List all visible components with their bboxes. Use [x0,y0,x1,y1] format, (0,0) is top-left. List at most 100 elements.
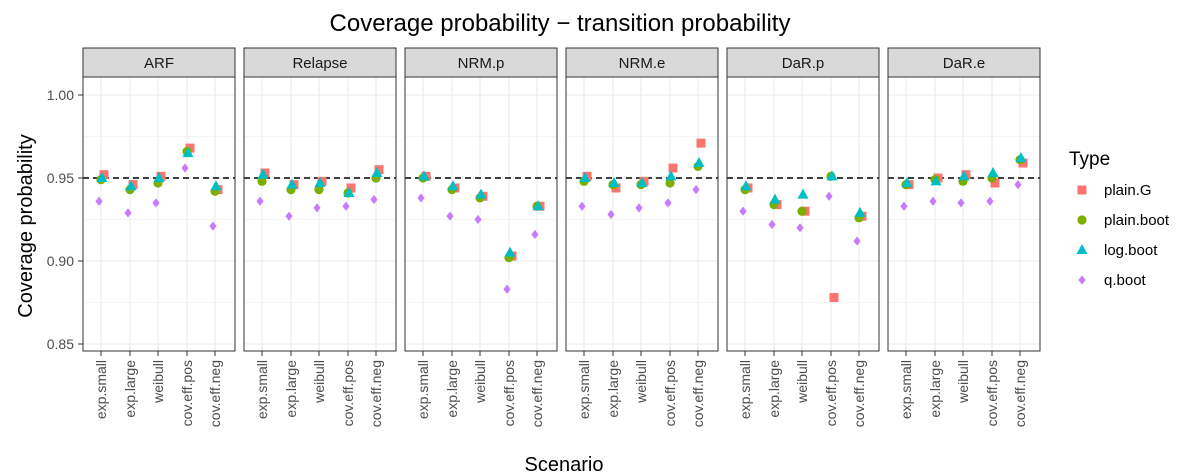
legend-item-plain-boot: plain.boot [1077,212,1170,229]
x-tick-label: weibull [794,360,810,404]
facet-strip-label: DaR.e [943,55,986,72]
facet-strip-label: NRM.p [458,55,505,72]
point-log-boot [958,170,970,181]
panel-background [888,77,1040,351]
panel-relapse: Relapse exp.small exp.large weibull cov.eff.… [243,47,397,427]
y-axis: 0.85 0.90 0.95 1.00 [47,87,83,352]
x-tick-label: cov.eff.neg [207,360,223,427]
x-tick-label: cov.eff.neg [1012,360,1028,427]
panel-border [565,76,719,352]
point-plain-G [346,183,356,193]
panel-background [566,77,718,351]
panel-background [244,77,396,351]
x-tick-label: exp.large [927,360,943,418]
panel-dar-p: DaR.p exp.small exp.large weibull cov.eff.po… [726,47,880,427]
point-q-boot [474,214,482,225]
facet-strip [726,47,880,78]
x-tick-label: exp.small [898,360,914,419]
y-tick-label: 0.90 [47,253,74,269]
facet-strip-label: NRM.e [619,55,666,72]
y-tick-label: 0.95 [47,170,74,186]
chart-title: Coverage probability − transition probab… [330,10,791,37]
point-q-boot [181,163,189,173]
legend-label: plain.boot [1104,212,1170,229]
point-plain-G [99,170,109,180]
x-tick-label: cov.eff.neg [368,360,384,427]
y-tick-label: 0.85 [47,336,74,352]
x-tick-label: exp.small [415,360,431,419]
x-tick-label: cov.eff.pos [984,360,1000,426]
point-log-boot [826,170,838,181]
point-q-boot [503,284,511,294]
point-q-boot [446,211,454,221]
facet-strip-label: DaR.p [782,55,825,72]
x-tick-label: exp.small [254,360,270,419]
point-plain-boot [257,176,267,186]
point-log-boot [740,180,752,191]
point-log-boot [797,188,809,199]
y-axis-title: Coverage probability [15,134,37,317]
point-log-boot [504,246,516,257]
x-tick-label: exp.small [737,360,753,419]
panel-background [405,77,557,351]
facet-strip [243,47,397,78]
facet-strip [887,47,1041,78]
point-q-boot [285,211,293,221]
point-log-boot [901,176,913,187]
x-tick-label: exp.large [605,360,621,418]
point-plain-boot [797,206,807,216]
point-log-boot [210,180,222,191]
point-q-boot [578,201,586,211]
x-tick-label: cov.eff.pos [823,360,839,426]
point-log-boot [314,176,326,187]
legend: Type plain.G plain.boot log.boot q.boot [1069,149,1170,289]
point-q-boot [825,191,833,201]
facet-strip [82,47,236,78]
point-q-boot [853,236,861,246]
legend-title: Type [1069,149,1110,170]
point-plain-G [668,163,678,173]
point-q-boot [986,196,994,206]
x-tick-label: weibull [311,360,327,404]
point-log-boot [96,172,108,182]
point-log-boot [125,180,137,191]
point-log-boot [693,157,705,168]
point-q-boot [739,206,747,216]
facet-strip-label: Relapse [292,55,347,72]
legend-label: plain.G [1104,182,1152,199]
point-log-boot [930,175,942,186]
x-tick-label: weibull [150,360,166,404]
point-log-boot [257,168,269,179]
facet-strip [565,47,719,78]
x-tick-label: weibull [633,360,649,404]
x-tick-label: cov.eff.neg [529,360,545,427]
point-log-boot [532,200,544,211]
legend-key-q-boot [1078,275,1086,285]
point-plain-boot [665,178,675,188]
panel-border [726,76,880,352]
point-log-boot [475,188,487,199]
point-log-boot [987,167,999,178]
x-tick-label: exp.large [122,360,138,418]
facet-strip-label: ARF [144,55,174,72]
panel-arf: ARF exp.small exp.large weibull cov.eff.pos c… [82,47,236,427]
point-log-boot [1015,152,1027,163]
point-plain-boot [314,185,324,195]
point-log-boot [447,180,459,191]
y-tick-label: 1.00 [47,87,74,103]
legend-item-log-boot: log.boot [1076,242,1158,259]
legend-label: log.boot [1104,242,1158,259]
point-plain-G [990,178,1000,188]
panel-dar-e: DaR.e exp.small exp.large weibull cov.eff.po… [887,47,1041,427]
point-q-boot [929,196,937,206]
point-q-boot [370,194,378,205]
x-tick-label: weibull [955,360,971,404]
x-tick-label: exp.large [283,360,299,418]
panel-background [83,77,235,351]
x-tick-label: exp.large [766,360,782,418]
point-q-boot [124,208,132,218]
point-log-boot [769,193,781,204]
point-log-boot [343,186,355,197]
x-tick-label: cov.eff.pos [662,360,678,426]
